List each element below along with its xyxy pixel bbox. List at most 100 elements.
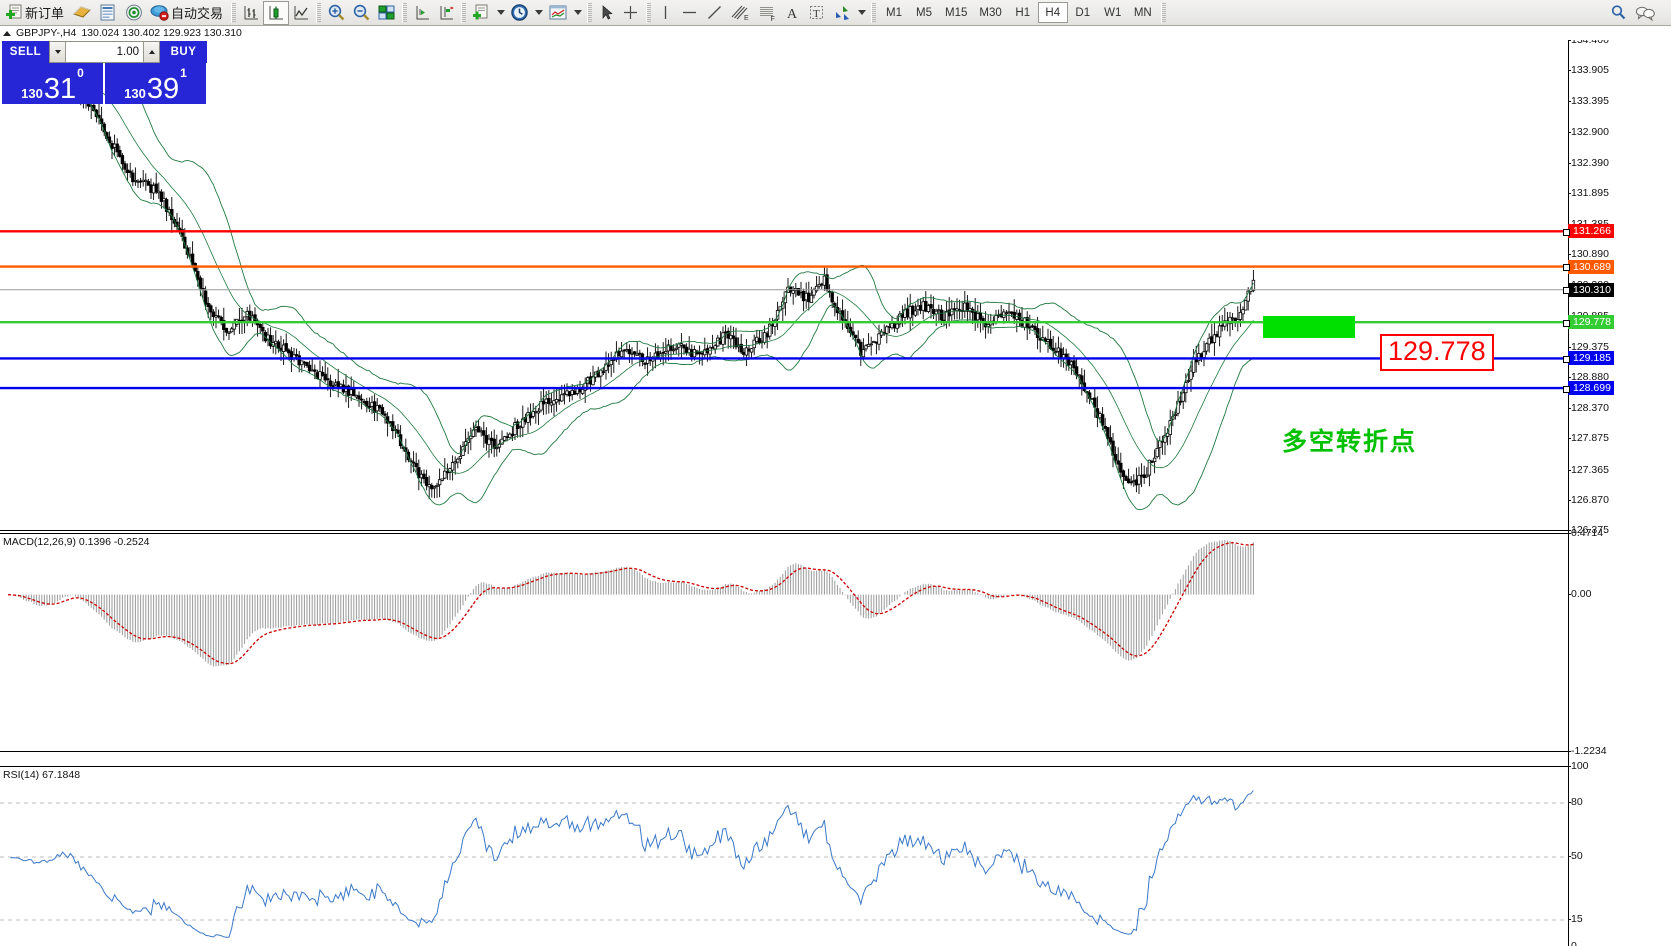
- chart-shift-button[interactable]: [410, 1, 434, 25]
- toolbar-separator: [402, 2, 408, 23]
- candlestick-chart-button[interactable]: [263, 0, 290, 25]
- rsi-tick: 15: [1568, 913, 1583, 925]
- period-button[interactable]: [507, 1, 532, 25]
- timeframe-m30[interactable]: M30: [979, 6, 1002, 19]
- rsi-tick: 80: [1568, 796, 1583, 808]
- zoom-out-icon: [353, 4, 370, 21]
- chat-button[interactable]: [1631, 1, 1659, 25]
- data-window-icon: [100, 4, 115, 21]
- timeframe-m5[interactable]: M5: [916, 6, 933, 19]
- toolbar-separator: [461, 2, 467, 23]
- timeframe-mn[interactable]: MN: [1133, 6, 1152, 19]
- volume-decrease-button[interactable]: [50, 42, 66, 62]
- crosshair-button[interactable]: [618, 1, 643, 25]
- buy-button[interactable]: BUY: [160, 41, 207, 63]
- new-order-label: 新订单: [25, 6, 65, 21]
- price-tick: 132.390: [1568, 156, 1609, 169]
- timeframe-h1[interactable]: H1: [1015, 6, 1031, 19]
- price-axis[interactable]: 134.400 133.905 133.395 132.900 132.390 131.8…: [1563, 34, 1671, 946]
- volume-stepper[interactable]: 1.00: [49, 41, 160, 63]
- price-chart-canvas: [0, 55, 1568, 511]
- buy-price-fraction: 1: [180, 66, 187, 80]
- rsi-pane[interactable]: [0, 766, 1568, 946]
- buy-price-main: 39: [146, 73, 180, 105]
- search-button[interactable]: [1606, 1, 1631, 25]
- shapes-button[interactable]: [829, 1, 855, 25]
- signals-icon: [126, 4, 142, 21]
- zoom-out-button[interactable]: [349, 1, 374, 25]
- buy-price-display[interactable]: 130 39 1: [105, 63, 206, 104]
- sell-price-fraction: 0: [77, 66, 84, 80]
- sell-price-prefix: 130: [21, 86, 43, 101]
- toolbar-separator: [587, 2, 593, 23]
- fibonacci-button[interactable]: F: [754, 1, 781, 25]
- rsi-tick: 0: [1571, 940, 1577, 946]
- zoom-in-icon: [328, 4, 345, 21]
- auto-scroll-button[interactable]: [434, 1, 458, 25]
- sell-price-display[interactable]: 130 31 0: [2, 63, 103, 104]
- price-level-label[interactable]: 129.778: [1563, 315, 1614, 330]
- price-tick: 133.905: [1568, 64, 1609, 77]
- new-order-button[interactable]: 新订单: [2, 1, 69, 25]
- period-dropdown-arrow[interactable]: [535, 10, 544, 15]
- autotrading-icon: [150, 5, 169, 21]
- price-level-label[interactable]: 130.310: [1563, 282, 1614, 297]
- templates-button[interactable]: [469, 1, 494, 25]
- indicators-dropdown-arrow[interactable]: [574, 10, 583, 15]
- indicators-button[interactable]: [545, 1, 571, 25]
- horizontal-line-button[interactable]: [677, 1, 702, 25]
- autotrading-label: 自动交易: [171, 6, 224, 21]
- bar-chart-button[interactable]: [239, 1, 263, 25]
- tile-windows-button[interactable]: [374, 1, 399, 25]
- timeframe-m1[interactable]: M1: [886, 6, 903, 19]
- macd-chart-canvas: [7, 540, 1254, 667]
- cursor-button[interactable]: [595, 1, 618, 25]
- equidistant-channel-button[interactable]: E: [727, 1, 754, 25]
- templates-dropdown-arrow[interactable]: [497, 10, 506, 15]
- volume-increase-button[interactable]: [143, 42, 159, 62]
- svg-text:E: E: [744, 15, 749, 22]
- shapes-dropdown-arrow[interactable]: [858, 10, 867, 15]
- axis-line: [1568, 40, 1569, 946]
- text-object-button[interactable]: T: [804, 1, 829, 25]
- price-level-label[interactable]: 128.699: [1563, 381, 1614, 396]
- period-icon: [511, 4, 528, 21]
- price-level-label[interactable]: 130.689: [1563, 259, 1614, 274]
- macd-pane[interactable]: [0, 533, 1568, 751]
- one-click-top-row: SELL 1.00 BUY: [2, 41, 207, 63]
- volume-input[interactable]: 1.00: [66, 42, 143, 62]
- macd-pane-bottom-border: [0, 751, 1568, 752]
- timeframe-d1[interactable]: D1: [1075, 6, 1091, 19]
- data-window-button[interactable]: [95, 1, 121, 25]
- chart-container[interactable]: 129.778 多空转折点 MACD(12,26,9) 0.1396 -0.25…: [0, 34, 1671, 946]
- chart-expand-triangle-icon[interactable]: [3, 30, 11, 36]
- expert-advisor-button[interactable]: [69, 1, 95, 25]
- sell-button[interactable]: SELL: [2, 41, 49, 63]
- price-tick: 131.895: [1568, 186, 1609, 199]
- timeframe-w1[interactable]: W1: [1104, 6, 1122, 19]
- text-label-button[interactable]: A: [781, 1, 804, 25]
- price-pane[interactable]: [0, 40, 1568, 530]
- bar-chart-icon: [244, 6, 259, 20]
- zoom-in-button[interactable]: [324, 1, 349, 25]
- chevron-down-icon: [54, 50, 61, 54]
- rsi-tick: 100: [1568, 760, 1589, 772]
- macd-indicator-label: MACD(12,26,9) 0.1396 -0.2524: [3, 536, 150, 548]
- price-tick: 126.870: [1568, 493, 1609, 506]
- autotrading-button[interactable]: 自动交易: [147, 1, 228, 25]
- signals-button[interactable]: [121, 1, 147, 25]
- rsi-indicator-label: RSI(14) 67.1848: [3, 769, 81, 781]
- price-tick: 133.395: [1568, 95, 1609, 108]
- vertical-line-button[interactable]: [654, 1, 677, 25]
- cursor-icon: [602, 5, 613, 20]
- ohlc-values: 130.024 130.402 129.923 130.310: [81, 27, 242, 39]
- price-level-label[interactable]: 129.185: [1563, 351, 1614, 366]
- trendline-button[interactable]: [702, 1, 727, 25]
- toolbar-separator: [871, 2, 877, 23]
- line-chart-button[interactable]: [289, 1, 313, 25]
- price-level-label[interactable]: 131.266: [1563, 224, 1614, 239]
- price-tick: 126.375: [1568, 524, 1609, 536]
- timeframe-h4[interactable]: H4: [1037, 2, 1068, 23]
- price-callout-box: 129.778: [1380, 334, 1494, 371]
- timeframe-m15[interactable]: M15: [945, 6, 968, 19]
